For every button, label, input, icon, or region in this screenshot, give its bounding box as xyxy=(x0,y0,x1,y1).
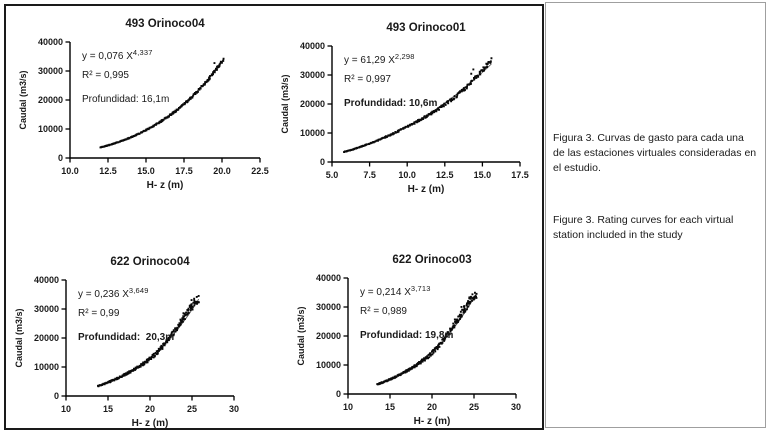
figure-panel: 493 Orinoco04 0 10000 20000 30000 40000 10.0 1… xyxy=(4,4,544,430)
svg-text:15: 15 xyxy=(103,404,113,414)
equation-exponent: 4,337 xyxy=(132,48,153,57)
scatter-plot: 0 10000 20000 30000 40000 10.0 12.5 15.0 17.5 20.… xyxy=(12,36,278,197)
equation-base: y = 0,236 X xyxy=(78,289,129,300)
svg-text:20.0: 20.0 xyxy=(213,166,231,176)
svg-text:22.5: 22.5 xyxy=(251,166,269,176)
equation-base: y = 61,29 X xyxy=(344,55,395,66)
svg-text:20000: 20000 xyxy=(38,95,63,105)
svg-text:17.5: 17.5 xyxy=(511,170,529,180)
equation-annotation: y = 0,076 X4,337 xyxy=(82,48,169,70)
svg-text:30: 30 xyxy=(229,404,239,414)
chart-493-orinoco01: 493 Orinoco01 0 10000 20000 30000 40000 5.0 7.… xyxy=(274,18,538,201)
svg-text:0: 0 xyxy=(336,389,341,399)
chart-622-orinoco03: 622 Orinoco03 0 10000 20000 30000 40000 10 15 2… xyxy=(290,250,534,433)
depth-annotation: Profundidad: 19,8m xyxy=(360,330,454,341)
r2-annotation: R² = 0,989 xyxy=(360,306,407,317)
svg-text:Caudal (m3/s): Caudal (m3/s) xyxy=(14,308,24,367)
equation-annotation: y = 0,214 X3,713 xyxy=(360,284,453,306)
svg-text:12.5: 12.5 xyxy=(436,170,454,180)
svg-text:30000: 30000 xyxy=(316,302,341,312)
scatter-plot: 0 10000 20000 30000 40000 10 15 20 25 30 H- z (m) C… xyxy=(290,272,534,433)
caption-english: Figure 3. Rating curves for each virtual… xyxy=(553,213,734,241)
equation-base: y = 0,076 X xyxy=(82,51,133,62)
equation-annotation: y = 0,236 X3,649 xyxy=(78,286,174,308)
svg-text:10000: 10000 xyxy=(34,362,59,372)
chart-svg: 0 10000 20000 30000 40000 10 15 20 25 30 H- z (m) C… xyxy=(296,273,521,427)
svg-text:40000: 40000 xyxy=(300,41,325,51)
annotations: y = 0,236 X3,649 R² = 0,99 Profundidad: … xyxy=(78,286,174,354)
svg-text:12.5: 12.5 xyxy=(99,166,117,176)
r2-annotation: R² = 0,99 xyxy=(78,308,120,319)
equation-base: y = 0,214 X xyxy=(360,287,411,298)
r2-annotation: R² = 0,995 xyxy=(82,70,129,81)
svg-text:H- z (m): H- z (m) xyxy=(132,418,169,429)
annotations: y = 0,076 X4,337 R² = 0,995 Profundidad:… xyxy=(82,48,169,116)
svg-text:40000: 40000 xyxy=(34,275,59,285)
svg-text:20000: 20000 xyxy=(316,331,341,341)
caption-panel: Figura 3. Curvas de gasto para cada una … xyxy=(545,2,766,428)
svg-text:15: 15 xyxy=(385,402,395,412)
svg-text:30000: 30000 xyxy=(34,304,59,314)
svg-text:15.0: 15.0 xyxy=(474,170,492,180)
svg-text:5.0: 5.0 xyxy=(326,170,339,180)
scatter-plot: 0 10000 20000 30000 40000 10 15 20 25 30 H- z (m) C… xyxy=(8,274,252,435)
depth-annotation: Profundidad: 20,3m xyxy=(78,332,175,343)
svg-text:7.5: 7.5 xyxy=(363,170,376,180)
chart-svg: 0 10000 20000 30000 40000 5.0 7.5 10.0 12.5 15.0 1… xyxy=(280,41,529,195)
svg-text:25: 25 xyxy=(469,402,479,412)
svg-text:0: 0 xyxy=(320,157,325,167)
svg-text:H- z (m): H- z (m) xyxy=(414,416,451,427)
chart-title: 622 Orinoco04 xyxy=(110,256,190,268)
svg-text:15.0: 15.0 xyxy=(137,166,155,176)
chart-title: 622 Orinoco03 xyxy=(392,254,472,266)
svg-text:0: 0 xyxy=(54,391,59,401)
scatter-plot: 0 10000 20000 30000 40000 5.0 7.5 10.0 12.5 15.0 1… xyxy=(274,40,538,201)
svg-text:10000: 10000 xyxy=(316,360,341,370)
svg-text:10000: 10000 xyxy=(38,124,63,134)
svg-text:30000: 30000 xyxy=(300,70,325,80)
depth-annotation: Profundidad: 16,1m xyxy=(82,94,170,105)
chart-svg: 0 10000 20000 30000 40000 10.0 12.5 15.0 17.5 20.… xyxy=(18,37,269,191)
svg-text:Caudal (m3/s): Caudal (m3/s) xyxy=(18,70,28,129)
annotations: y = 61,29 X2,298 R² = 0,997 Profundidad:… xyxy=(344,52,437,120)
svg-text:10: 10 xyxy=(343,402,353,412)
svg-text:40000: 40000 xyxy=(38,37,63,47)
chart-svg: 0 10000 20000 30000 40000 10 15 20 25 30 H- z (m) C… xyxy=(14,275,239,429)
svg-text:10000: 10000 xyxy=(300,128,325,138)
equation-exponent: 3,713 xyxy=(410,284,431,293)
svg-text:0: 0 xyxy=(58,153,63,163)
svg-text:10: 10 xyxy=(61,404,71,414)
svg-text:40000: 40000 xyxy=(316,273,341,283)
chart-622-orinoco04: 622 Orinoco04 0 10000 20000 30000 40000 10 15 2… xyxy=(8,252,252,435)
depth-annotation: Profundidad: 10,6m xyxy=(344,98,438,109)
chart-title: 493 Orinoco04 xyxy=(125,18,205,30)
chart-title: 493 Orinoco01 xyxy=(386,22,466,34)
chart-493-orinoco04: 493 Orinoco04 0 10000 20000 30000 40000 10.0 1… xyxy=(12,14,278,197)
svg-text:17.5: 17.5 xyxy=(175,166,193,176)
caption-spanish: Figura 3. Curvas de gasto para cada una … xyxy=(553,132,757,175)
annotations: y = 0,214 X3,713 R² = 0,989 Profundidad:… xyxy=(360,284,453,352)
equation-exponent: 3,649 xyxy=(128,286,149,295)
svg-text:30000: 30000 xyxy=(38,66,63,76)
svg-text:20: 20 xyxy=(145,404,155,414)
svg-text:10.0: 10.0 xyxy=(61,166,79,176)
svg-text:Caudal (m3/s): Caudal (m3/s) xyxy=(296,306,306,365)
r2-annotation: R² = 0,997 xyxy=(344,74,391,85)
svg-text:25: 25 xyxy=(187,404,197,414)
equation-exponent: 2,298 xyxy=(394,52,415,61)
svg-text:30: 30 xyxy=(511,402,521,412)
svg-text:20: 20 xyxy=(427,402,437,412)
svg-text:20000: 20000 xyxy=(300,99,325,109)
svg-text:20000: 20000 xyxy=(34,333,59,343)
equation-annotation: y = 61,29 X2,298 xyxy=(344,52,437,74)
svg-text:H- z (m): H- z (m) xyxy=(147,180,184,191)
svg-text:10.0: 10.0 xyxy=(398,170,416,180)
svg-text:H- z (m): H- z (m) xyxy=(408,184,445,195)
svg-text:Caudal (m3/s): Caudal (m3/s) xyxy=(280,74,290,133)
